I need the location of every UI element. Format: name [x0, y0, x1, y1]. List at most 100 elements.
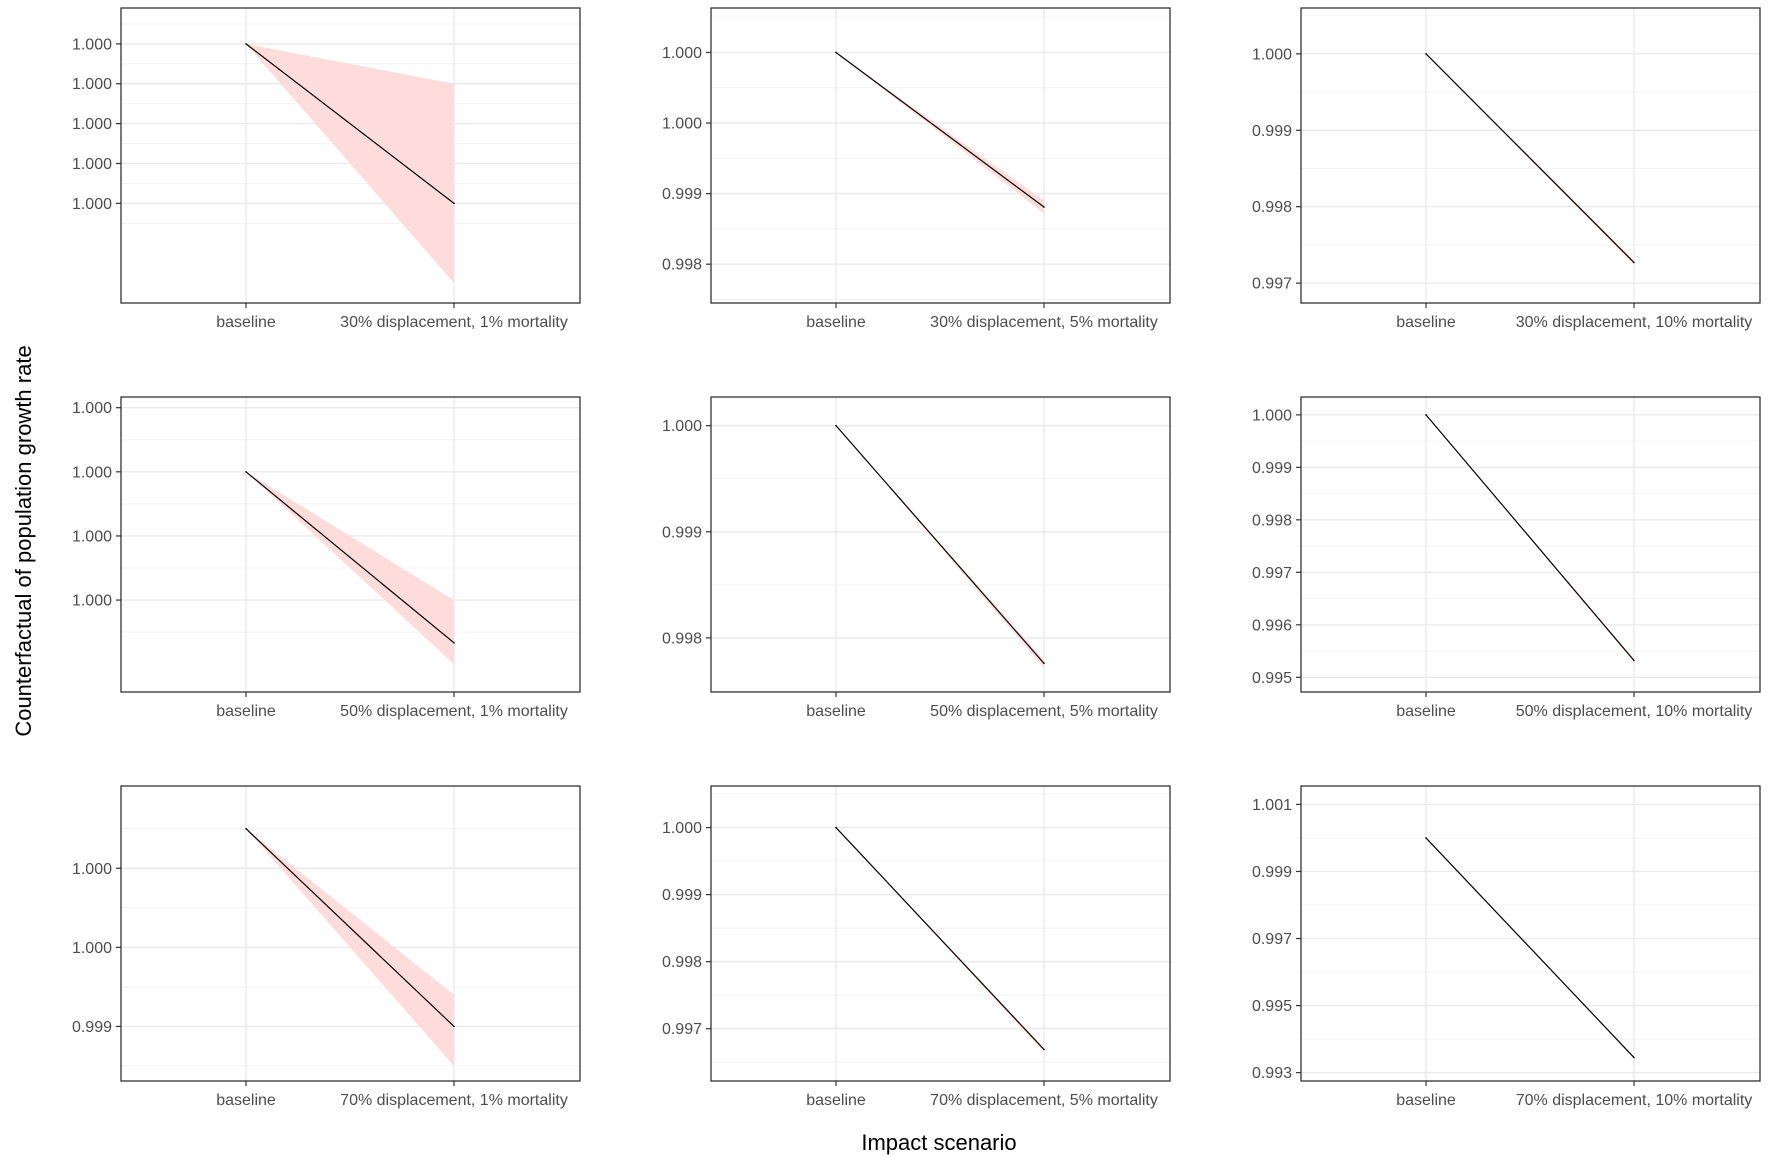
panel-5: 1.000 0.999 0.998 baseline 50% displacement,…: [662, 396, 1171, 720]
x-tick-label: baseline: [806, 1092, 866, 1109]
data-point-scenario: [453, 642, 455, 644]
y-tick-label: 1.000: [72, 528, 112, 545]
y-tick-label: 1.000: [72, 400, 112, 417]
data-line: [1425, 837, 1635, 1058]
panel-border: [710, 396, 1171, 693]
data-point-baseline: [245, 471, 247, 473]
panel-border: [1300, 396, 1761, 693]
y-tick-label: 1.000: [72, 464, 112, 481]
data-point-baseline: [1425, 837, 1427, 839]
y-tick-label: 0.999: [1252, 864, 1292, 881]
x-axis-title: Impact scenario: [861, 1130, 1016, 1155]
y-tick-label: 0.999: [662, 524, 702, 541]
y-tick-label: 0.998: [1252, 512, 1292, 529]
y-tick-label: 0.999: [72, 1019, 112, 1036]
x-tick-label: baseline: [806, 703, 866, 720]
data-point-scenario: [453, 202, 455, 205]
y-tick-label: 0.998: [1252, 199, 1292, 216]
panel-border: [710, 785, 1171, 1082]
y-tick-label: 1.000: [72, 156, 112, 173]
panel-2: 1.000 1.000 0.999 0.998 baseline 30% displace…: [662, 7, 1171, 331]
panel-border: [1300, 785, 1761, 1082]
panel-6: 1.000 0.999 0.998 0.997 0.996 0.995 baseline 50…: [1252, 396, 1761, 720]
y-tick-label: 0.998: [662, 954, 702, 971]
confidence-ribbon: [246, 828, 454, 1066]
y-tick-label: 0.999: [662, 186, 702, 203]
y-tick-label: 1.000: [72, 940, 112, 957]
data-point-scenario: [453, 1025, 455, 1028]
y-tick-label: 1.000: [72, 196, 112, 213]
y-tick-label: 0.997: [1252, 931, 1292, 948]
y-axis-title: Counterfactual of population growth rate: [11, 345, 36, 736]
y-tick-label: 0.995: [1252, 670, 1292, 687]
y-tick-label: 1.000: [662, 820, 702, 837]
x-tick-label: 50% displacement, 5% mortality: [930, 703, 1158, 720]
y-tick-label: 0.997: [662, 1021, 702, 1038]
data-point-scenario: [1633, 1056, 1635, 1059]
data-line: [835, 51, 1045, 208]
data-point-baseline: [835, 51, 837, 54]
data-point-baseline: [1425, 53, 1427, 55]
data-line: [245, 828, 455, 1027]
y-tick-label: 1.000: [662, 418, 702, 435]
panel-background: [1301, 8, 1760, 303]
panel-border: [120, 7, 581, 304]
x-tick-label: 30% displacement, 1% mortality: [340, 314, 568, 331]
panel-background: [1301, 786, 1760, 1081]
x-tick-label: 70% displacement, 10% mortality: [1516, 1092, 1753, 1109]
y-tick-label: 1.000: [72, 116, 112, 133]
confidence-ribbon: [246, 43, 454, 284]
y-tick-label: 0.999: [662, 887, 702, 904]
data-line: [1425, 53, 1635, 263]
panel-1: 1.000 1.000 1.000 1.000 1.000 baseline 30% dis…: [72, 7, 581, 331]
y-tick-label: 1.000: [662, 45, 702, 62]
panel-9: 1.001 0.999 0.997 0.995 0.993 baseline 70% dis…: [1252, 785, 1761, 1109]
y-tick-label: 0.999: [1252, 123, 1292, 140]
panel-background: [1301, 397, 1760, 692]
y-tick-label: 1.000: [1252, 46, 1292, 63]
data-point-baseline: [1425, 414, 1427, 416]
panel-border: [120, 785, 581, 1082]
facet-panels: 1.000 1.000 1.000 1.000 1.000 baseline 30% dis…: [72, 7, 1761, 1109]
x-tick-label: baseline: [1396, 314, 1456, 331]
data-line: [835, 425, 1045, 664]
panel-7: 1.000 1.000 0.999 baseline 70% displacement,…: [72, 785, 581, 1109]
x-tick-label: baseline: [216, 1092, 276, 1109]
confidence-ribbon: [836, 827, 1044, 1053]
confidence-ribbon: [836, 425, 1044, 668]
y-tick-label: 1.000: [72, 861, 112, 878]
x-tick-label: baseline: [1396, 703, 1456, 720]
x-tick-label: 70% displacement, 5% mortality: [930, 1092, 1158, 1109]
y-tick-label: 0.998: [662, 257, 702, 274]
panel-8: 1.000 0.999 0.998 0.997 baseline 70% displace…: [662, 785, 1171, 1109]
y-tick-label: 0.998: [662, 630, 702, 647]
panel-border: [710, 7, 1171, 304]
y-tick-label: 1.000: [72, 76, 112, 93]
y-tick-label: 1.001: [1252, 797, 1292, 814]
y-tick-label: 1.000: [1252, 407, 1292, 424]
x-tick-label: 70% displacement, 1% mortality: [340, 1092, 568, 1109]
data-point-scenario: [1633, 261, 1635, 264]
y-tick-label: 0.999: [1252, 460, 1292, 477]
data-line: [1425, 414, 1635, 661]
panel-border: [1300, 7, 1761, 304]
x-tick-label: baseline: [216, 703, 276, 720]
x-tick-label: baseline: [806, 314, 866, 331]
x-tick-label: 50% displacement, 1% mortality: [340, 703, 568, 720]
data-point-scenario: [1043, 206, 1045, 208]
data-point-baseline: [245, 43, 247, 45]
data-line: [835, 827, 1045, 1050]
data-line: [245, 471, 455, 644]
data-point-scenario: [1043, 662, 1045, 665]
panel-3: 1.000 0.999 0.998 0.997 baseline 30% displace…: [1252, 7, 1761, 331]
y-tick-label: 0.997: [1252, 565, 1292, 582]
y-tick-label: 0.993: [1252, 1065, 1292, 1082]
x-tick-label: baseline: [216, 314, 276, 331]
x-tick-label: 30% displacement, 10% mortality: [1516, 314, 1753, 331]
y-tick-label: 1.000: [72, 36, 112, 53]
data-line: [245, 43, 455, 204]
x-tick-label: baseline: [1396, 1092, 1456, 1109]
panel-border: [120, 396, 581, 693]
x-tick-label: 30% displacement, 5% mortality: [930, 314, 1158, 331]
